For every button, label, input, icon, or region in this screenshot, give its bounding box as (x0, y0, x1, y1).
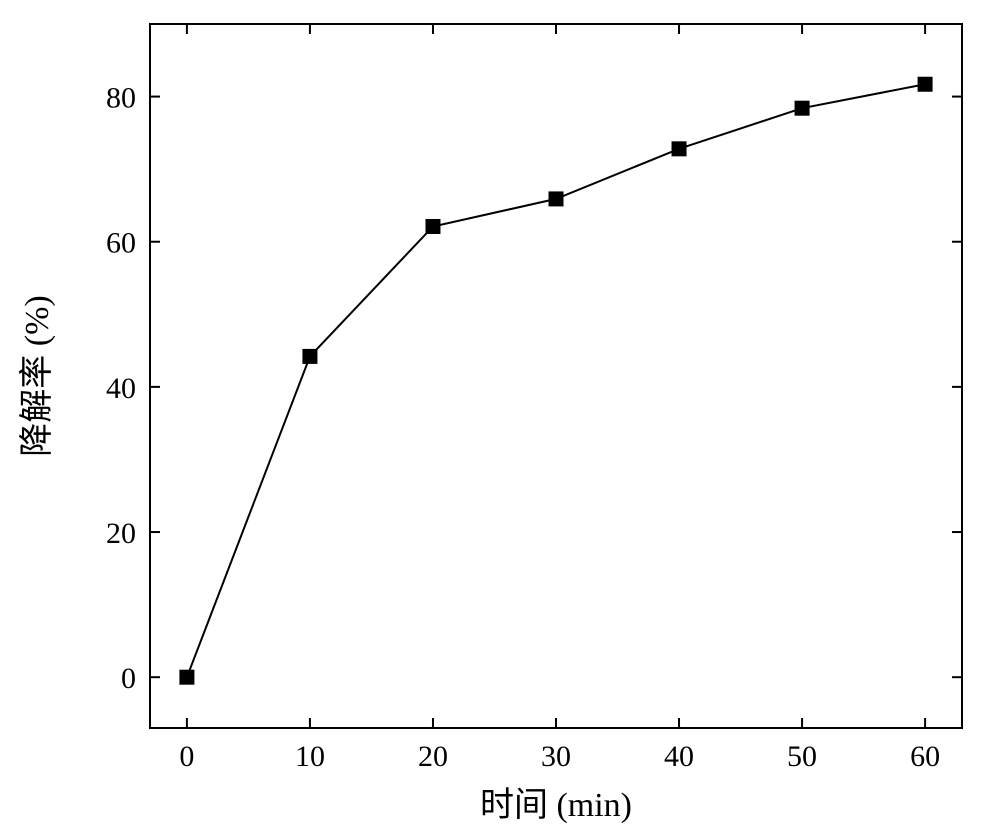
x-tick-label: 30 (541, 740, 571, 773)
x-tick-label: 60 (910, 740, 940, 773)
data-marker (795, 101, 810, 116)
y-tick-label: 20 (106, 517, 136, 550)
plot-frame (150, 24, 962, 728)
y-tick-label: 0 (121, 662, 136, 695)
y-tick-label: 60 (106, 227, 136, 260)
data-marker (672, 141, 687, 156)
data-marker (302, 349, 317, 364)
x-tick-label: 20 (418, 740, 448, 773)
y-tick-label: 80 (106, 82, 136, 115)
x-axis-title: 时间 (min) (480, 787, 632, 824)
x-tick-label: 0 (179, 740, 194, 773)
line-chart: 0 10 20 30 40 50 60 0 20 40 60 80 时间 (min) 降解率 (%) (0, 0, 1000, 837)
data-marker (549, 191, 564, 206)
x-tick-label: 10 (295, 740, 325, 773)
x-tick-label: 50 (787, 740, 817, 773)
x-tick-label: 40 (664, 740, 694, 773)
data-marker (179, 670, 194, 685)
y-tick-label: 40 (106, 372, 136, 405)
data-marker (918, 77, 933, 92)
chart-svg: 0 10 20 30 40 50 60 0 20 40 60 80 时间 (min) 降解率 (%) (0, 0, 1000, 837)
data-marker (425, 219, 440, 234)
y-axis-title: 降解率 (%) (18, 295, 56, 456)
